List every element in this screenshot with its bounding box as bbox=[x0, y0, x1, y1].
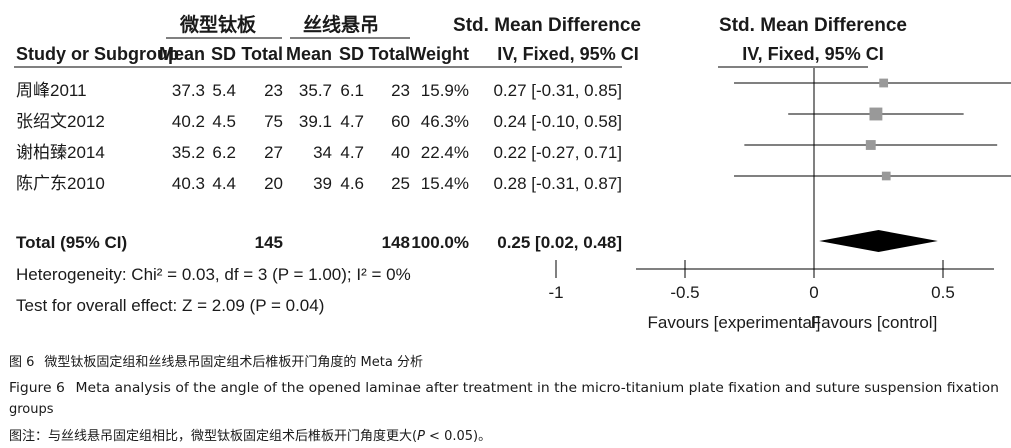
overall-effect-text: Test for overall effect: Z = 2.09 (P = 0… bbox=[16, 296, 324, 315]
total-experimental: 145 bbox=[255, 233, 283, 252]
study-weight-square bbox=[865, 140, 876, 150]
weight: 22.4% bbox=[421, 143, 469, 162]
total-row: Total (95% CI) 145 148 100.0% 0.25 [0.02… bbox=[16, 233, 622, 252]
caption-en-line2: groups bbox=[9, 402, 54, 417]
total-control: 60 bbox=[391, 112, 410, 131]
column-header-sd-control: SD bbox=[339, 44, 364, 64]
total-control: 25 bbox=[391, 174, 410, 193]
study-marks bbox=[734, 78, 1011, 181]
study-name: 周峰2011 bbox=[16, 81, 87, 100]
column-header-mean-experimental: Mean bbox=[159, 44, 205, 64]
caption-note-p: P bbox=[417, 429, 425, 444]
column-header-effect-sub: IV, Fixed, 95% CI bbox=[497, 44, 638, 64]
sd-experimental: 4.5 bbox=[212, 112, 236, 131]
total-label: Total (95% CI) bbox=[16, 233, 127, 252]
column-header-total-control: Total bbox=[368, 44, 410, 64]
table-row: 陈广东2010 40.3 4.4 20 39 4.6 25 15.4% 0.28… bbox=[16, 174, 622, 193]
effect-ci: 0.27 [-0.31, 0.85] bbox=[493, 81, 622, 100]
mean-control: 39 bbox=[313, 174, 332, 193]
plot-column-title: Std. Mean Difference bbox=[719, 15, 907, 36]
mean-control: 39.1 bbox=[299, 112, 332, 131]
mean-control: 34 bbox=[313, 143, 332, 162]
caption-note-prefix: 图注：与丝线悬吊固定组相比，微型钛板固定组术后椎板开门角度更大( bbox=[9, 428, 417, 444]
total-experimental: 23 bbox=[264, 81, 283, 100]
caption-note: 图注：与丝线悬吊固定组相比，微型钛板固定组术后椎板开门角度更大(P < 0.05… bbox=[9, 428, 491, 444]
x-axis-ticks: -1-0.500.51 bbox=[548, 260, 955, 302]
mean-experimental: 37.3 bbox=[172, 81, 205, 100]
column-header-study: Study or Subgroup bbox=[16, 44, 179, 64]
x-axis-tick-label: 0.5 bbox=[931, 283, 955, 302]
x-axis-tick-label: 0 bbox=[809, 283, 818, 302]
study-weight-square bbox=[879, 78, 889, 88]
mean-experimental: 40.3 bbox=[172, 174, 205, 193]
sd-experimental: 6.2 bbox=[212, 143, 236, 162]
sd-experimental: 5.4 bbox=[212, 81, 236, 100]
study-name: 陈广东2010 bbox=[16, 174, 105, 193]
sd-experimental: 4.4 bbox=[212, 174, 236, 193]
effect-column-title: Std. Mean Difference bbox=[453, 15, 641, 36]
table-row: 张绍文2012 40.2 4.5 75 39.1 4.7 60 46.3% 0.… bbox=[16, 112, 622, 131]
study-weight-square bbox=[869, 107, 883, 121]
total-experimental: 75 bbox=[264, 112, 283, 131]
mean-control: 35.7 bbox=[299, 81, 332, 100]
caption-en-line1: Figure 6 Meta analysis of the angle of th… bbox=[9, 381, 999, 396]
caption-note-suffix: < 0.05)。 bbox=[425, 429, 491, 444]
effect-ci: 0.22 [-0.27, 0.71] bbox=[493, 143, 622, 162]
column-header-plot-sub: IV, Fixed, 95% CI bbox=[742, 44, 883, 64]
column-header-sd-experimental: SD bbox=[211, 44, 236, 64]
table-row: 谢柏臻2014 35.2 6.2 27 34 4.7 40 22.4% 0.22… bbox=[16, 143, 622, 162]
total-weight: 100.0% bbox=[411, 233, 469, 252]
study-name: 张绍文2012 bbox=[16, 112, 105, 131]
caption-cn-prefix: 图 6 bbox=[9, 355, 34, 370]
caption-en-prefix: Figure 6 bbox=[9, 381, 65, 396]
caption-cn-text: 微型钛板固定组和丝线悬吊固定组术后椎板开门角度的 Meta 分析 bbox=[44, 354, 423, 370]
group-header-control: 丝线悬吊 bbox=[303, 13, 379, 36]
study-weight-square bbox=[881, 171, 891, 181]
heterogeneity-text: Heterogeneity: Chi² = 0.03, df = 3 (P = … bbox=[16, 265, 411, 284]
column-header-total-experimental: Total bbox=[241, 44, 283, 64]
caption-en-text: Meta analysis of the angle of the opened… bbox=[76, 381, 999, 396]
favours-left-label: Favours [experimental] bbox=[648, 313, 821, 332]
sd-control: 4.7 bbox=[340, 143, 364, 162]
x-axis-tick-label: -1 bbox=[548, 283, 563, 302]
sd-control: 4.7 bbox=[340, 112, 364, 131]
column-header-mean-control: Mean bbox=[286, 44, 332, 64]
total-experimental: 20 bbox=[264, 174, 283, 193]
favours-right-label: Favours [control] bbox=[811, 313, 938, 332]
weight: 46.3% bbox=[421, 112, 469, 131]
mean-experimental: 35.2 bbox=[172, 143, 205, 162]
total-control: 148 bbox=[382, 233, 410, 252]
pooled-diamond bbox=[819, 230, 938, 252]
weight: 15.9% bbox=[421, 81, 469, 100]
total-experimental: 27 bbox=[264, 143, 283, 162]
effect-ci: 0.24 [-0.10, 0.58] bbox=[493, 112, 622, 131]
total-control: 23 bbox=[391, 81, 410, 100]
effect-ci: 0.28 [-0.31, 0.87] bbox=[493, 174, 622, 193]
study-name: 谢柏臻2014 bbox=[16, 143, 105, 162]
column-header-weight: Weight bbox=[409, 44, 469, 64]
caption-cn: 图 6 微型钛板固定组和丝线悬吊固定组术后椎板开门角度的 Meta 分析 bbox=[9, 354, 423, 370]
mean-experimental: 40.2 bbox=[172, 112, 205, 131]
sd-control: 4.6 bbox=[340, 174, 364, 193]
total-control: 40 bbox=[391, 143, 410, 162]
x-axis-tick-label: -0.5 bbox=[670, 283, 699, 302]
group-header-experimental: 微型钛板 bbox=[179, 13, 257, 36]
sd-control: 6.1 bbox=[340, 81, 364, 100]
table-row: 周峰2011 37.3 5.4 23 35.7 6.1 23 15.9% 0.2… bbox=[16, 81, 622, 100]
weight: 15.4% bbox=[421, 174, 469, 193]
total-effect-ci: 0.25 [0.02, 0.48] bbox=[497, 233, 622, 252]
